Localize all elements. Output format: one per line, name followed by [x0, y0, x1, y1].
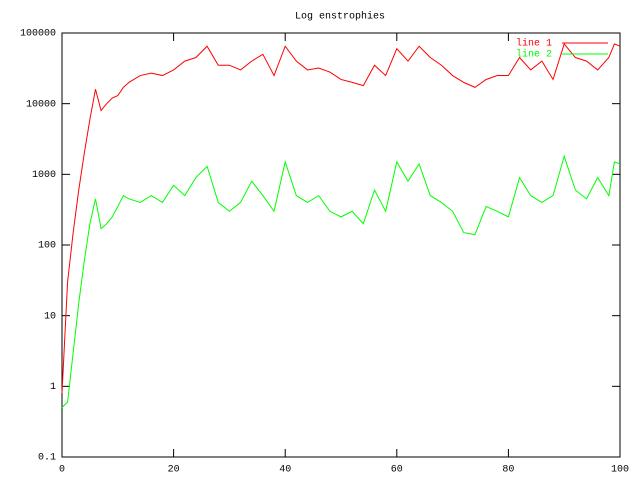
series-line [61, 42, 621, 394]
x-tick-label: 100 [611, 465, 629, 476]
y-tick-label: 10 [44, 311, 56, 322]
y-tick-label: 100000 [20, 29, 56, 40]
y-tick-label: 100 [38, 241, 56, 252]
series-line [61, 154, 621, 408]
x-tick-label: 80 [502, 465, 514, 476]
x-tick-label: 0 [59, 465, 65, 476]
x-tick-label: 60 [391, 465, 403, 476]
y-tick-label: 1 [50, 382, 56, 393]
legend-label: line 1 [516, 38, 552, 50]
y-tick-label: 1000 [32, 170, 56, 181]
x-tick-label: 20 [168, 465, 180, 476]
y-tick-label: 0.1 [38, 453, 56, 464]
chart-title: Log enstrophies [295, 11, 385, 23]
y-tick-label: 10000 [26, 99, 56, 110]
x-tick-label: 40 [279, 465, 291, 476]
legend-label: line 2 [516, 49, 552, 61]
